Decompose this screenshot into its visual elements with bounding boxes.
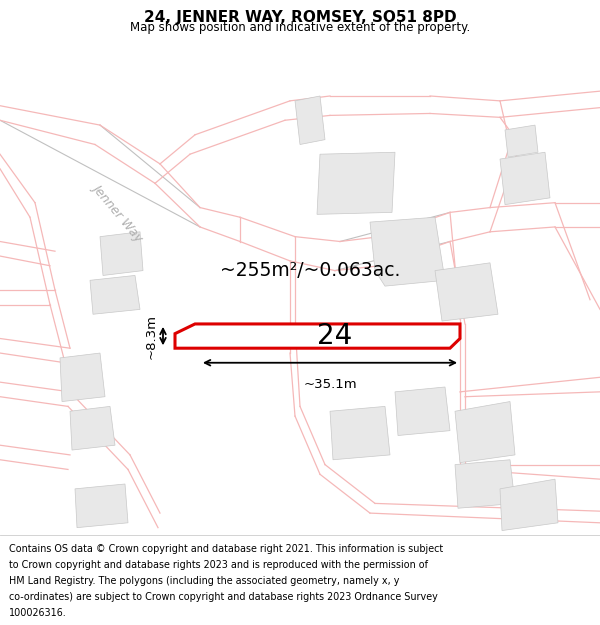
Polygon shape xyxy=(70,406,115,450)
Text: 24: 24 xyxy=(317,322,352,350)
Polygon shape xyxy=(100,232,143,276)
Polygon shape xyxy=(330,406,390,460)
Polygon shape xyxy=(60,353,105,401)
Text: to Crown copyright and database rights 2023 and is reproduced with the permissio: to Crown copyright and database rights 2… xyxy=(9,560,428,570)
Text: HM Land Registry. The polygons (including the associated geometry, namely x, y: HM Land Registry. The polygons (includin… xyxy=(9,576,400,586)
Polygon shape xyxy=(435,263,498,321)
Text: ~8.3m: ~8.3m xyxy=(145,314,158,359)
Polygon shape xyxy=(455,401,515,462)
Text: ~35.1m: ~35.1m xyxy=(303,378,357,391)
Text: 100026316.: 100026316. xyxy=(9,608,67,618)
Polygon shape xyxy=(370,217,445,286)
Text: co-ordinates) are subject to Crown copyright and database rights 2023 Ordnance S: co-ordinates) are subject to Crown copyr… xyxy=(9,592,438,602)
Polygon shape xyxy=(395,387,450,436)
Polygon shape xyxy=(295,96,325,144)
Polygon shape xyxy=(455,460,515,508)
Polygon shape xyxy=(317,152,395,214)
Polygon shape xyxy=(90,276,140,314)
Text: 24, JENNER WAY, ROMSEY, SO51 8PD: 24, JENNER WAY, ROMSEY, SO51 8PD xyxy=(143,11,457,26)
Polygon shape xyxy=(500,479,558,531)
Text: Contains OS data © Crown copyright and database right 2021. This information is : Contains OS data © Crown copyright and d… xyxy=(9,544,443,554)
Polygon shape xyxy=(505,125,538,157)
Text: Map shows position and indicative extent of the property.: Map shows position and indicative extent… xyxy=(130,21,470,34)
Polygon shape xyxy=(75,484,128,528)
Polygon shape xyxy=(175,324,460,348)
Text: Jenner Way: Jenner Way xyxy=(90,181,146,244)
Text: ~255m²/~0.063ac.: ~255m²/~0.063ac. xyxy=(220,261,400,280)
Polygon shape xyxy=(500,152,550,204)
